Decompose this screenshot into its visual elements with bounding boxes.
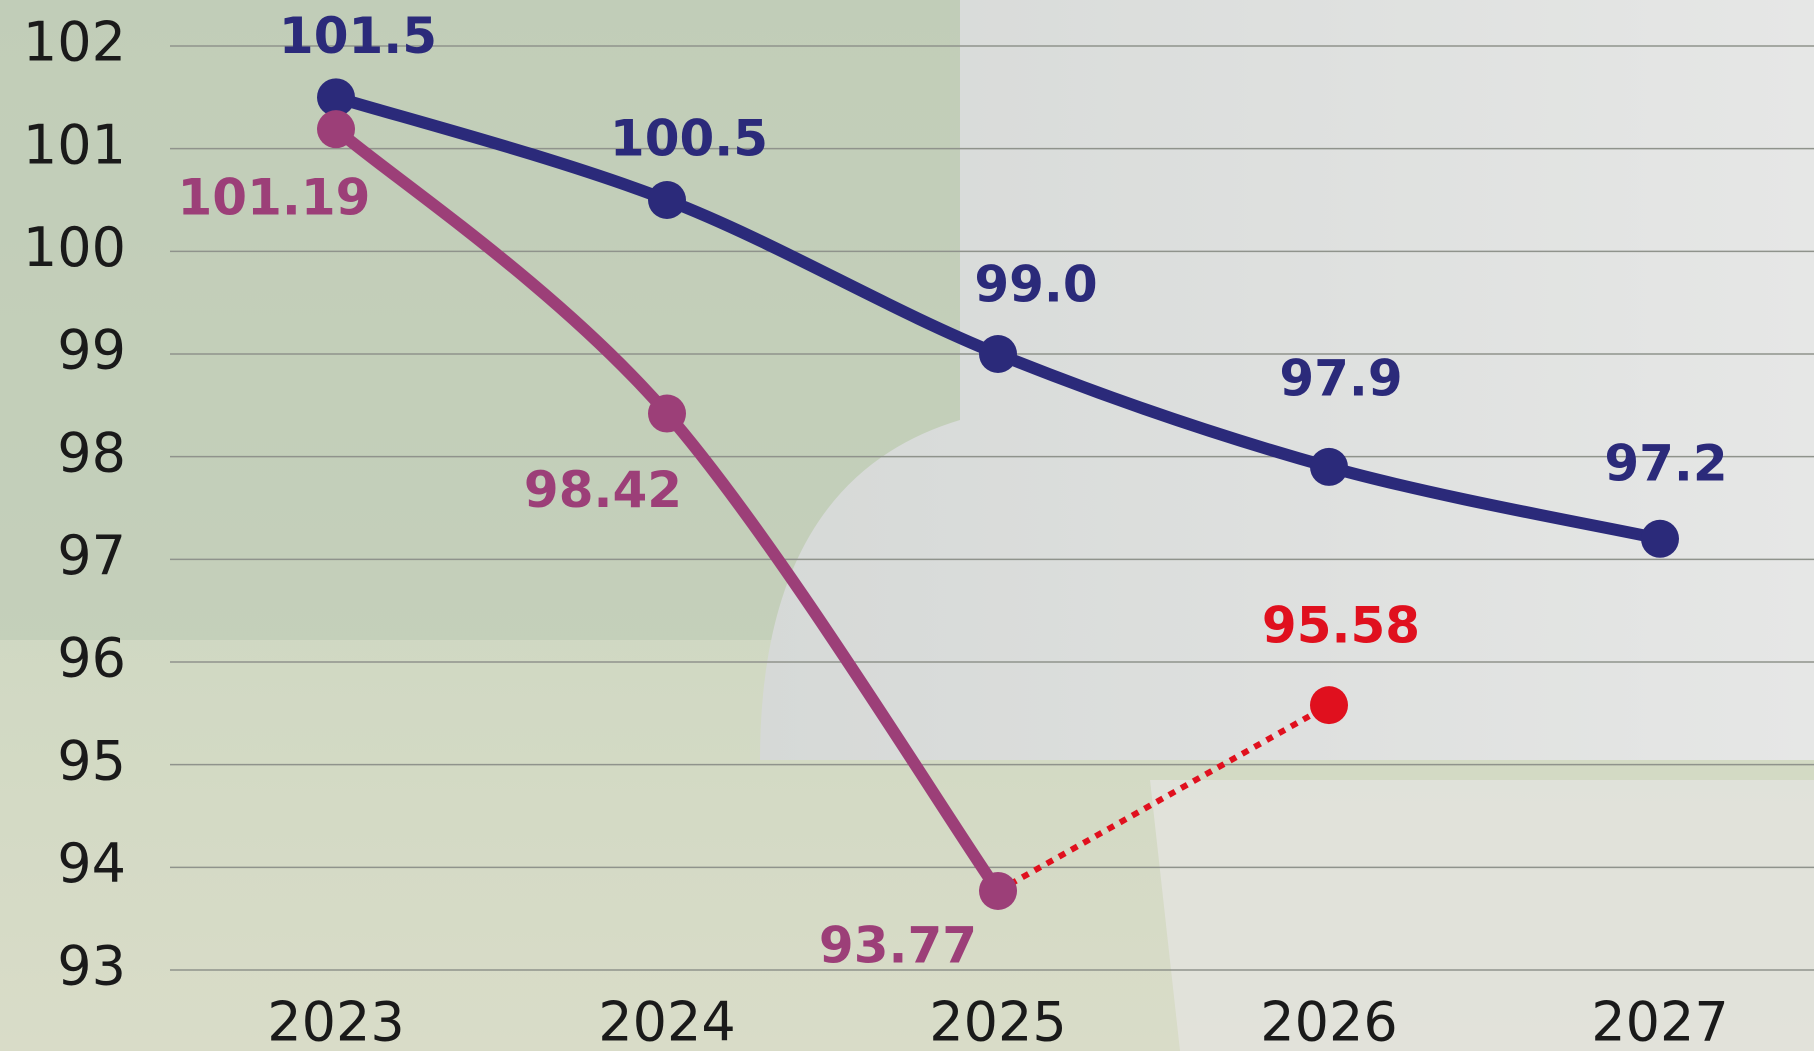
x-tick-label: 2024 [598,991,735,1051]
series-line [330,123,1004,897]
data-label: 99.0 [974,256,1097,314]
y-tick-label: 99 [57,319,126,382]
x-tick-label: 2023 [267,991,404,1051]
y-tick-label: 102 [23,11,126,74]
y-tick-label: 98 [57,421,126,484]
y-tick-label: 100 [23,216,126,279]
data-label: 97.2 [1604,434,1727,492]
data-point [1310,686,1348,725]
y-tick-label: 94 [57,832,126,895]
y-tick-label: 95 [57,729,126,792]
y-tick-label: 101 [23,113,126,176]
data-label: 98.42 [524,461,682,519]
data-point [1641,519,1679,558]
x-tick-label: 2027 [1591,991,1728,1051]
data-label: 101.19 [178,169,371,227]
truck [760,0,1814,760]
grid: 93 94 95 96 97 98 99 100 101 102 2023 2024 2025 2026 2… [23,11,1814,1051]
data-point [979,871,1017,910]
data-label: 100.5 [610,110,768,168]
data-point [1310,447,1348,486]
data-point [648,394,686,433]
data-point [648,181,686,219]
x-tick-label: 2025 [929,991,1066,1051]
y-tick-label: 93 [57,935,126,998]
road [1150,780,1814,1051]
marks: 101.5 100.5 99.0 97.9 97.2 101.19 98.42 93.77 95… [178,7,1728,975]
series-line [996,702,1331,894]
y-tick-label: 97 [57,524,126,587]
data-label: 93.77 [819,916,977,974]
data-label: 95.58 [1262,597,1420,655]
data-label: 97.9 [1279,349,1402,407]
data-label: 101.5 [279,7,437,65]
data-point [317,110,355,149]
y-tick-label: 96 [57,627,126,690]
data-point [317,78,355,117]
data-point [979,335,1017,373]
x-tick-label: 2026 [1260,991,1397,1051]
